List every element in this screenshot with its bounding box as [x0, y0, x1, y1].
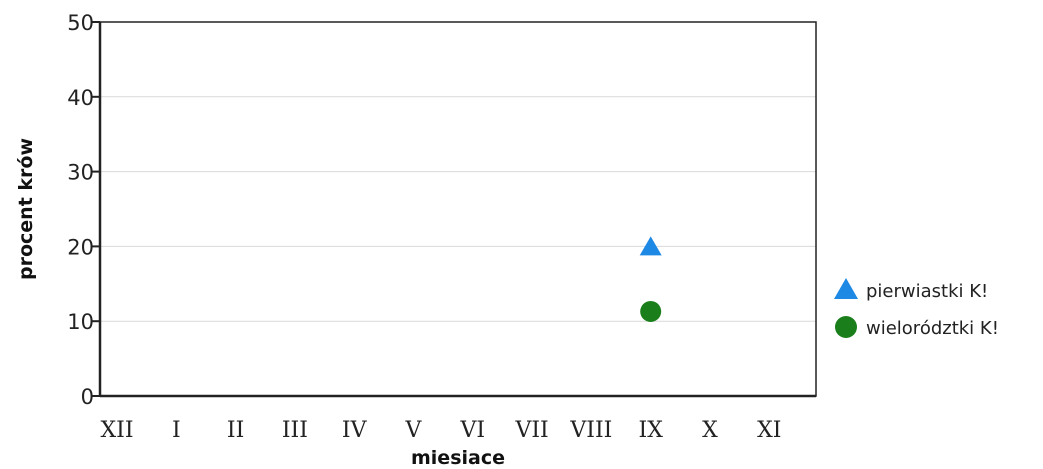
data-point-triangle [639, 236, 662, 256]
y-axis-title: procent krów [15, 138, 37, 280]
grid-lines [100, 96, 816, 322]
legend: pierwiastki K! wielorództki K! [834, 278, 999, 339]
x-tick-label: VI [460, 418, 486, 443]
x-tick-label: I [172, 418, 181, 443]
x-tick-label: XII [100, 418, 133, 443]
x-tick-label: III [282, 418, 308, 443]
x-tick-label: XI [757, 418, 781, 443]
data-points [639, 236, 662, 322]
x-tick-label: X [702, 418, 718, 443]
y-tick-label: 50 [67, 11, 94, 35]
x-tick-label: V [405, 418, 423, 443]
legend-circle-icon [835, 316, 857, 338]
legend-label: wielorództki K! [866, 318, 999, 339]
y-tick-label: 10 [67, 310, 94, 334]
x-tick-label: VII [514, 418, 548, 443]
x-tick-label: VIII [569, 418, 612, 443]
x-axis-ticks: XII I II III IV V VI VII VIII IX X XI [100, 418, 781, 443]
y-tick-label: 40 [67, 86, 94, 110]
x-axis-title: miesiace [411, 447, 505, 469]
legend-label: pierwiastki K! [866, 281, 988, 302]
plot-area [100, 22, 816, 396]
y-tick-label: 30 [67, 161, 94, 185]
data-point-circle [640, 300, 662, 322]
x-tick-label: IV [342, 418, 368, 443]
y-tick-label: 0 [81, 385, 94, 409]
y-axis-ticks: 0 10 20 30 40 50 [67, 11, 100, 409]
x-tick-label: IX [639, 418, 664, 443]
legend-triangle-icon [834, 278, 858, 299]
y-tick-label: 20 [67, 235, 94, 259]
x-tick-label: II [227, 418, 244, 443]
